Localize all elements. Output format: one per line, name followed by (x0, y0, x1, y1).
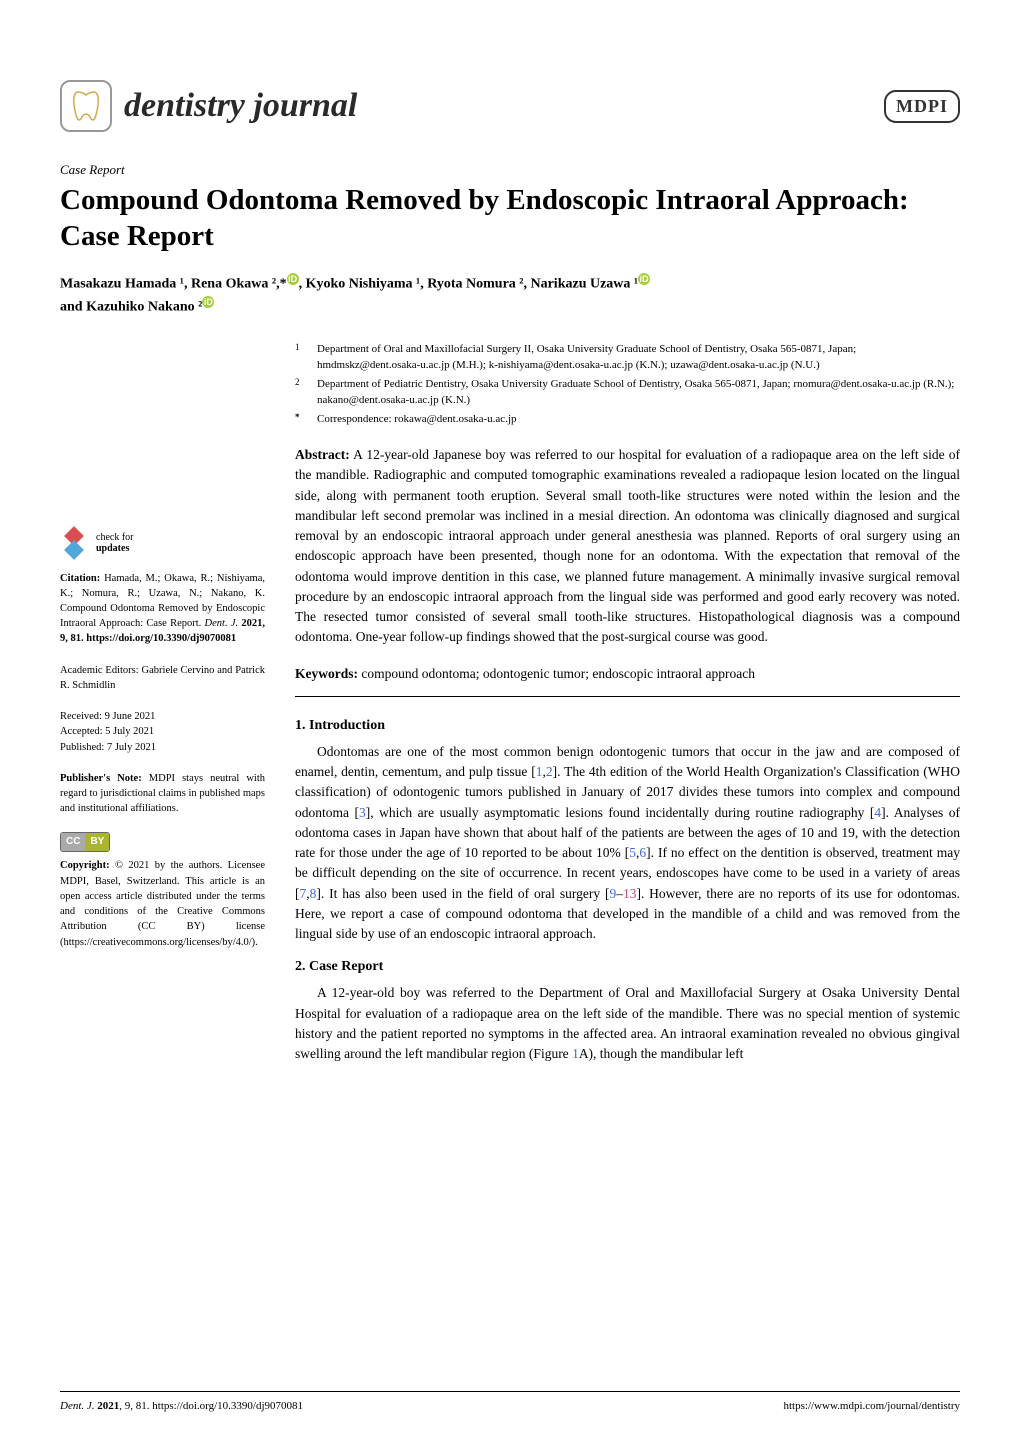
header: dentistry journal MDPI (60, 80, 960, 132)
ref-link[interactable]: 5 (629, 845, 636, 860)
footer-left: Dent. J. 2021, 9, 81. https://doi.org/10… (60, 1400, 303, 1412)
orcid-icon: iD (638, 273, 650, 285)
accepted-date: Accepted: 5 July 2021 (60, 724, 265, 739)
journal-name: dentistry journal (124, 87, 357, 125)
article-title: Compound Odontoma Removed by Endoscopic … (60, 182, 960, 255)
authors: Masakazu Hamada ¹, Rena Okawa ²,*iD, Kyo… (60, 273, 960, 319)
journal-logo: dentistry journal (60, 80, 357, 132)
footer: Dent. J. 2021, 9, 81. https://doi.org/10… (60, 1391, 960, 1412)
main-column: 1 Department of Oral and Maxillofacial S… (295, 341, 960, 1077)
editors-block: Academic Editors: Gabriele Cervino and P… (60, 663, 265, 693)
publisher-logo: MDPI (884, 90, 960, 123)
citation-label: Citation: (60, 573, 100, 584)
cc-by-symbol: BY (85, 833, 109, 851)
publisher-note: Publisher's Note: MDPI stays neutral wit… (60, 771, 265, 817)
affiliation-row: 2 Department of Pediatric Dentistry, Osa… (295, 376, 960, 409)
section-heading-intro: 1. Introduction (295, 715, 960, 736)
abstract-label: Abstract: (295, 447, 350, 462)
authors-text-1: Masakazu Hamada ¹, Rena Okawa ²,* (60, 276, 287, 291)
intro-paragraph: Odontomas are one of the most common ben… (295, 742, 960, 945)
keywords-label: Keywords: (295, 666, 358, 681)
separator (295, 696, 960, 697)
keywords-text: compound odontoma; odontogenic tumor; en… (358, 666, 755, 681)
affil-num: 1 (295, 341, 305, 374)
check-updates-icon (60, 529, 88, 557)
cc-badge: CC BY (60, 832, 110, 852)
ref-link[interactable]: 2 (546, 764, 553, 779)
ref-link[interactable]: 3 (359, 805, 366, 820)
copyright-label: Copyright: (60, 860, 110, 871)
copyright-text: © 2021 by the authors. Licensee MDPI, Ba… (60, 860, 265, 947)
affil-text: Department of Pediatric Dentistry, Osaka… (317, 376, 960, 409)
corr-num: * (295, 411, 305, 428)
abstract-text: A 12-year-old Japanese boy was referred … (295, 447, 960, 644)
corr-text: Correspondence: rokawa@dent.osaka-u.ac.j… (317, 411, 517, 428)
figure-link[interactable]: 1 (572, 1046, 579, 1061)
ref-link[interactable]: 1 (536, 764, 543, 779)
cc-symbol: CC (61, 833, 85, 851)
citation-journal: Dent. J. (205, 618, 239, 629)
case-paragraph: A 12-year-old boy was referred to the De… (295, 983, 960, 1064)
ref-link[interactable]: 13 (623, 886, 637, 901)
dates-block: Received: 9 June 2021 Accepted: 5 July 2… (60, 709, 265, 755)
received-date: Received: 9 June 2021 (60, 709, 265, 724)
correspondence-row: * Correspondence: rokawa@dent.osaka-u.ac… (295, 411, 960, 428)
section-heading-case: 2. Case Report (295, 956, 960, 977)
orcid-icon: iD (287, 273, 299, 285)
authors-text-1b: , Kyoko Nishiyama ¹, Ryota Nomura ², Nar… (299, 276, 639, 291)
keywords: Keywords: compound odontoma; odontogenic… (295, 664, 960, 684)
sidebar: check forupdates Citation: Hamada, M.; O… (60, 341, 265, 1077)
affil-text: Department of Oral and Maxillofacial Sur… (317, 341, 960, 374)
orcid-icon: iD (202, 296, 214, 308)
affiliation-row: 1 Department of Oral and Maxillofacial S… (295, 341, 960, 374)
license-block: CC BY Copyright: © 2021 by the authors. … (60, 832, 265, 949)
article-type: Case Report (60, 162, 960, 178)
check-updates-badge[interactable]: check forupdates (60, 529, 265, 557)
check-updates-label: check forupdates (96, 532, 133, 554)
affil-num: 2 (295, 376, 305, 409)
citation-block: Citation: Hamada, M.; Okawa, R.; Nishiya… (60, 571, 265, 647)
tooth-icon (60, 80, 112, 132)
pubnote-label: Publisher's Note: (60, 773, 142, 784)
published-date: Published: 7 July 2021 (60, 740, 265, 755)
abstract: Abstract: A 12-year-old Japanese boy was… (295, 445, 960, 648)
authors-text-2: and Kazuhiko Nakano ² (60, 299, 202, 314)
affiliations: 1 Department of Oral and Maxillofacial S… (295, 341, 960, 428)
footer-right[interactable]: https://www.mdpi.com/journal/dentistry (784, 1400, 961, 1412)
